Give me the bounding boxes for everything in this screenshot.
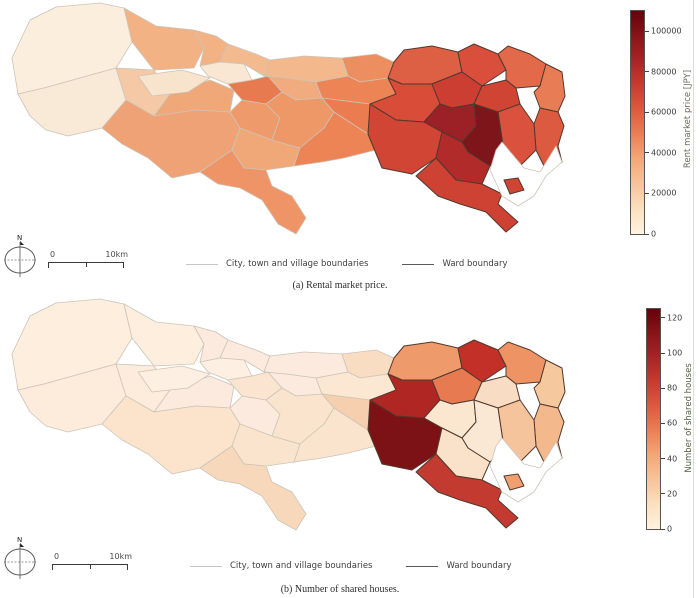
colorbar-tick-mark bbox=[661, 317, 665, 319]
colorbar-tick-mark bbox=[645, 152, 649, 154]
colorbar-tick-label: 0 bbox=[651, 229, 657, 239]
compass-rose-b: N bbox=[4, 536, 36, 579]
colorbar-tick-mark bbox=[645, 192, 649, 194]
map-rental-price bbox=[11, 2, 566, 235]
colorbar-rent: 0 20000 40000 60000 80000 100000 bbox=[630, 10, 682, 239]
colorbar-tick-label: 40000 bbox=[651, 148, 677, 158]
colorbar-tick-mark bbox=[645, 30, 649, 32]
colorbar-tick-mark bbox=[661, 387, 665, 389]
colorbar-tick-mark bbox=[661, 458, 665, 460]
colorbar-tick-label: 100 bbox=[667, 348, 683, 358]
page-edge-line bbox=[693, 0, 694, 598]
scale-start-label: 0 bbox=[50, 250, 56, 259]
city-boundary-line-icon bbox=[190, 565, 222, 567]
city-boundary-label: City, town and village boundaries bbox=[230, 561, 373, 571]
legend-b: City, town and village boundaries Ward b… bbox=[190, 561, 512, 571]
ward-boundary-line-icon bbox=[406, 565, 439, 567]
scale-bar-a: 0 10km bbox=[48, 250, 134, 272]
colorbar-tick-label: 40 bbox=[667, 454, 678, 464]
colorbar-tick-label: 0 bbox=[667, 524, 673, 534]
colorbar-tick-label: 20 bbox=[667, 489, 678, 499]
colorbar-tick-label: 20000 bbox=[651, 188, 677, 198]
map-region-yokota bbox=[137, 365, 211, 393]
map-shared-houses bbox=[11, 298, 566, 531]
scale-start-label: 0 bbox=[54, 552, 60, 561]
map-region-machida bbox=[199, 445, 307, 531]
colorbar-tick-mark bbox=[661, 352, 665, 354]
legend-a: City, town and village boundaries Ward b… bbox=[186, 259, 508, 269]
map-region-ota bbox=[415, 157, 519, 233]
compass-rose-a: N bbox=[4, 234, 36, 277]
colorbar-tick-mark bbox=[661, 528, 665, 530]
colorbar-tick-mark bbox=[661, 422, 665, 424]
compass-flag-icon bbox=[20, 543, 24, 547]
colorbar-tick-label: 80000 bbox=[651, 67, 677, 77]
city-boundary-line-icon bbox=[186, 263, 218, 265]
colorbar-shared-houses-label: Number of shared houses bbox=[684, 363, 694, 473]
map-region-ome bbox=[123, 7, 205, 71]
scale-bar-line bbox=[52, 564, 128, 570]
map-region-odaiba bbox=[503, 473, 525, 491]
caption-b: (b) Number of shared houses. bbox=[280, 584, 400, 595]
caption-a: (a) Rental market price. bbox=[292, 280, 388, 291]
map-region-odaiba bbox=[503, 177, 525, 195]
scale-end-label: 10km bbox=[109, 552, 132, 561]
map-region-ome bbox=[123, 303, 205, 367]
scale-bar-line bbox=[48, 262, 124, 268]
map-region-yokota bbox=[137, 69, 211, 97]
compass-n-label: N bbox=[17, 234, 22, 242]
colorbar-tick-mark bbox=[645, 233, 649, 235]
colorbar-tick-mark bbox=[645, 71, 649, 73]
scale-end-label: 10km bbox=[105, 250, 128, 259]
colorbar-tick-label: 60 bbox=[667, 418, 678, 428]
colorbar-tick-mark bbox=[645, 111, 649, 113]
ward-boundary-label: Ward boundary bbox=[446, 561, 512, 571]
colorbar-tick-label: 80 bbox=[667, 383, 678, 393]
colorbar-tick-label: 60000 bbox=[651, 107, 677, 117]
colorbar-shared-houses: 0 20 40 60 80 100 120 bbox=[646, 308, 682, 534]
city-boundary-label: City, town and village boundaries bbox=[226, 259, 369, 269]
colorbar-tick-label: 100000 bbox=[651, 26, 682, 36]
ward-boundary-line-icon bbox=[402, 263, 435, 265]
compass-flag-icon bbox=[20, 241, 24, 245]
ward-boundary-label: Ward boundary bbox=[442, 259, 508, 269]
map-region-machida bbox=[199, 149, 307, 235]
compass-n-label: N bbox=[17, 536, 22, 544]
scale-bar-b: 0 10km bbox=[52, 552, 138, 574]
colorbar-tick-label: 120 bbox=[667, 313, 683, 323]
map-region-ota bbox=[415, 453, 519, 529]
colorbar-tick-mark bbox=[661, 493, 665, 495]
